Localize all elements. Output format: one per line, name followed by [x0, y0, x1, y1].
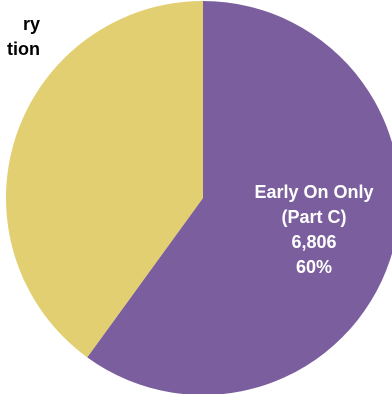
pie-slice-label-0: Early On Only (Part C) 6,806 60%	[254, 182, 373, 277]
pie-slice-label-line: (Part C)	[281, 207, 346, 227]
pie-slice-label-1: ry tion	[7, 14, 40, 59]
pie-slices	[6, 1, 392, 394]
pie-slice-label-line: Early On Only	[254, 182, 373, 202]
pie-slice-label-line: 6,806	[291, 232, 336, 252]
pie-labels: Early On Only (Part C) 6,806 60% ry tion	[7, 14, 374, 277]
pie-slice-label-line: 60%	[296, 257, 332, 277]
pie-slice-label-line: ry	[23, 14, 40, 34]
pie-slice-label-line: tion	[7, 39, 40, 59]
pie-slice-0	[87, 1, 392, 394]
pie-slice-1	[6, 1, 204, 358]
